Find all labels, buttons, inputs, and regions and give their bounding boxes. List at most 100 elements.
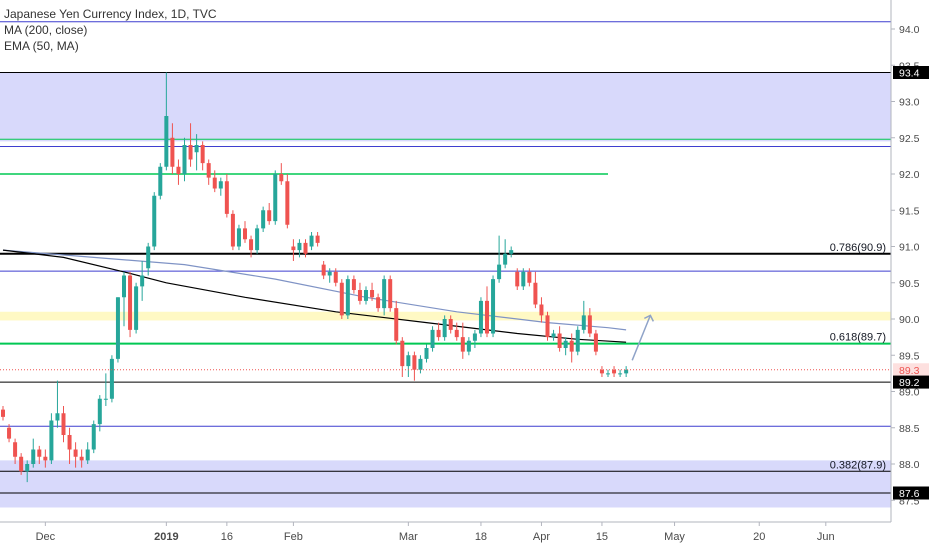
candle-body bbox=[218, 181, 223, 189]
candle bbox=[315, 232, 320, 247]
candle bbox=[97, 395, 102, 432]
candle-body bbox=[1, 409, 5, 417]
candle bbox=[587, 308, 592, 338]
candle-body bbox=[624, 369, 629, 374]
candle bbox=[85, 442, 90, 464]
y-tick-label: 89.5 bbox=[899, 350, 920, 362]
x-tick-label: Dec bbox=[36, 531, 56, 543]
candle bbox=[182, 137, 187, 182]
candle-body bbox=[182, 145, 187, 174]
candle-body bbox=[418, 358, 423, 370]
candle bbox=[388, 275, 393, 312]
candles-layer bbox=[1, 72, 629, 483]
price-tag-label: 89.2 bbox=[899, 377, 920, 389]
ma200-line bbox=[2, 249, 627, 343]
candle-body bbox=[140, 275, 145, 287]
candle bbox=[436, 322, 441, 341]
x-tick-label: 18 bbox=[475, 531, 487, 543]
candle bbox=[442, 315, 447, 341]
candle-body bbox=[581, 315, 586, 330]
candle bbox=[472, 329, 477, 348]
candle bbox=[25, 460, 30, 483]
candle-body bbox=[315, 235, 320, 243]
candle-body bbox=[370, 290, 375, 298]
candle-body bbox=[321, 264, 326, 276]
candle-body bbox=[388, 279, 393, 309]
zone-band bbox=[0, 311, 891, 321]
candle-body bbox=[466, 340, 471, 352]
candle bbox=[267, 203, 272, 225]
candle-body bbox=[49, 420, 54, 461]
candle-body bbox=[158, 166, 163, 196]
candle-body bbox=[545, 315, 550, 338]
candle bbox=[357, 282, 362, 305]
candle bbox=[321, 261, 326, 280]
y-tick-label: 89.0 bbox=[899, 387, 920, 399]
candle-body bbox=[309, 235, 314, 247]
price-tag-label: 93.4 bbox=[899, 68, 920, 80]
legend-title: Japanese Yen Currency Index, 1D, TVC bbox=[4, 7, 217, 21]
candle-body bbox=[382, 279, 387, 309]
candle bbox=[575, 326, 580, 356]
candle bbox=[491, 275, 496, 338]
candle-body bbox=[73, 449, 78, 457]
candle-body bbox=[612, 369, 617, 374]
x-tick-label: 15 bbox=[596, 531, 608, 543]
candle-body bbox=[128, 275, 133, 330]
price-tag-label: 87.6 bbox=[899, 488, 920, 500]
candle-body bbox=[551, 333, 556, 338]
candle bbox=[297, 239, 302, 258]
overlay-layer: 0.786(90.9) 0.618(89.7) 0.382(87.9) bbox=[0, 242, 891, 471]
arrow-shaft bbox=[631, 315, 652, 361]
candle-body bbox=[478, 300, 483, 334]
candle bbox=[255, 224, 260, 254]
candle bbox=[593, 329, 598, 356]
x-tick-label: Feb bbox=[284, 531, 303, 543]
candle bbox=[249, 235, 254, 258]
candle bbox=[563, 337, 568, 356]
candle bbox=[67, 427, 72, 464]
candle-body bbox=[527, 271, 532, 283]
candle-body bbox=[164, 116, 169, 167]
candle bbox=[521, 268, 526, 290]
candle bbox=[291, 239, 296, 261]
candle bbox=[309, 232, 314, 251]
candle-body bbox=[109, 358, 114, 399]
candle-body bbox=[61, 413, 66, 435]
candle bbox=[37, 445, 42, 464]
candle-body bbox=[533, 282, 538, 305]
candle bbox=[376, 293, 381, 312]
y-tick-label: 88.5 bbox=[899, 423, 920, 435]
candle-body bbox=[618, 373, 623, 375]
candle bbox=[79, 449, 84, 468]
candle bbox=[103, 373, 108, 406]
candle-body bbox=[503, 253, 508, 265]
candle bbox=[146, 242, 151, 276]
candle bbox=[400, 337, 405, 377]
candle-body bbox=[472, 333, 477, 341]
candle-body bbox=[575, 329, 580, 352]
price-tag bbox=[893, 363, 929, 377]
candle bbox=[128, 271, 133, 338]
candle-body bbox=[37, 449, 42, 457]
candle-body bbox=[515, 271, 520, 287]
candle bbox=[557, 326, 562, 352]
candle-body bbox=[394, 308, 399, 341]
candle-body bbox=[491, 279, 496, 334]
candle bbox=[49, 413, 54, 464]
y-tick-label: 91.0 bbox=[899, 242, 920, 254]
candle-body bbox=[212, 177, 217, 189]
candle bbox=[412, 351, 417, 381]
candle bbox=[170, 123, 175, 174]
candle-body bbox=[13, 442, 18, 457]
candle bbox=[345, 275, 350, 319]
candle-body bbox=[31, 449, 36, 464]
candle-body bbox=[55, 413, 60, 421]
candle bbox=[115, 297, 120, 363]
candle-body bbox=[406, 355, 411, 367]
candle-body bbox=[509, 250, 514, 254]
candle-body bbox=[521, 271, 526, 287]
candle-body bbox=[303, 242, 308, 254]
y-tick-label: 91.5 bbox=[899, 205, 920, 217]
